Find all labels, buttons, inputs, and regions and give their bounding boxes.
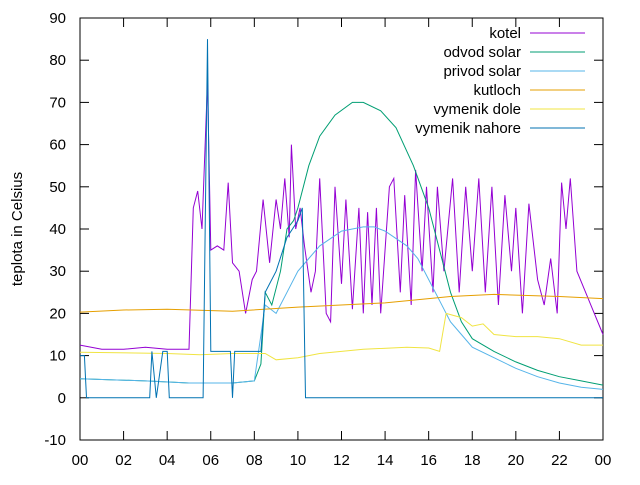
legend-label: vymenik nahore xyxy=(415,120,521,137)
legend-label: privod solar xyxy=(443,63,521,80)
x-tick-label: 00 xyxy=(72,452,89,469)
y-tick-label: 60 xyxy=(49,137,66,154)
y-tick-label: 90 xyxy=(49,10,66,27)
x-tick-label: 14 xyxy=(377,452,394,469)
x-tick-label: 06 xyxy=(202,452,219,469)
series-line xyxy=(79,226,604,390)
x-tick-label: 22 xyxy=(551,452,568,469)
y-tick-label: 20 xyxy=(49,305,66,322)
y-tick-label: 30 xyxy=(49,263,66,280)
y-tick-label: 70 xyxy=(49,94,66,111)
y-tick-label: 40 xyxy=(49,221,66,238)
y-tick-label: 10 xyxy=(49,348,66,365)
y-tick-label: 50 xyxy=(49,179,66,196)
legend-label: odvod solar xyxy=(443,44,521,61)
series-line xyxy=(80,39,603,399)
y-axis-label: teplota in Celsius xyxy=(9,172,26,286)
legend-label: vymenik dole xyxy=(433,101,521,118)
y-tick-label: 80 xyxy=(49,52,66,69)
x-tick-label: 00 xyxy=(595,452,612,469)
x-tick-label: 08 xyxy=(246,452,263,469)
series-line xyxy=(79,312,603,361)
y-tick-label: -10 xyxy=(44,432,66,449)
x-tick-label: 10 xyxy=(290,452,307,469)
series-line xyxy=(79,101,604,386)
legend-label: kutloch xyxy=(473,82,521,99)
legend-label: kotel xyxy=(489,25,521,42)
x-tick-label: 18 xyxy=(464,452,481,469)
series-line xyxy=(79,81,604,350)
x-tick-label: 02 xyxy=(115,452,132,469)
x-tick-label: 12 xyxy=(333,452,350,469)
plot-border xyxy=(79,17,604,441)
y-tick-label: 0 xyxy=(58,390,66,407)
x-tick-label: 04 xyxy=(159,452,176,469)
x-tick-label: 16 xyxy=(420,452,437,469)
x-tick-label: 20 xyxy=(507,452,524,469)
series-line xyxy=(79,293,604,313)
